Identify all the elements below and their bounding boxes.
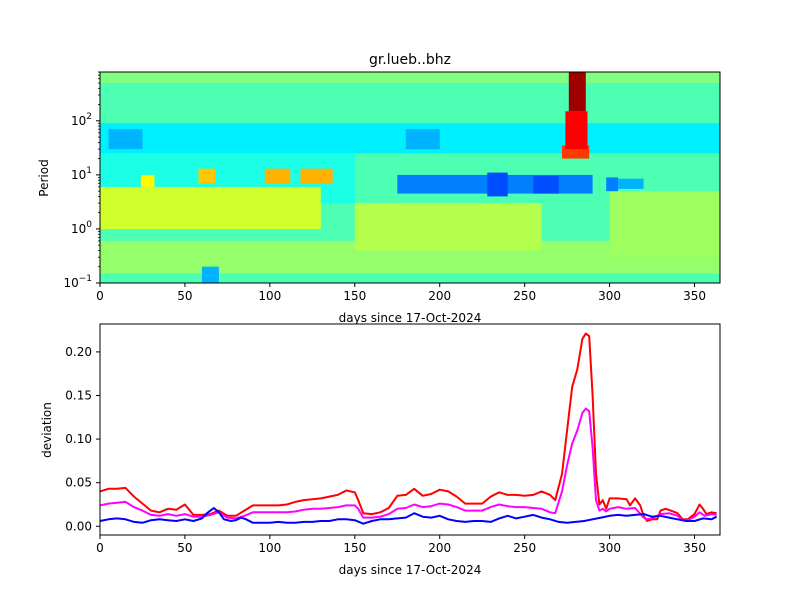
x-tick-label: 200 [428,541,451,555]
heatmap-cell [100,72,720,83]
y-tick-label: 0.20 [65,345,92,359]
heatmap-cell [198,168,216,184]
y-tick-label: 0.00 [65,519,92,533]
x-tick-label: 50 [177,289,192,303]
line-series [99,332,718,525]
heatmap-cell [487,172,508,197]
x-tick-label: 250 [513,541,536,555]
chart-title: gr.lueb..bhz [369,52,451,68]
y-tick-label: 0.10 [65,432,92,446]
heatmap-cell [300,168,333,184]
heatmap-cell [533,176,559,194]
y-tick-label: 102 [71,112,92,128]
line-y-axis-label: deviation [40,402,54,458]
y-tick-label: 100 [71,220,92,236]
heatmap-y-axis-label: Period [37,159,51,196]
y-tick-label: 10−1 [63,274,92,290]
heatmap-x-ticks: 0 50 100 150 200 250 300 350 [96,283,706,303]
spectrogram-panel: gr.lueb..bhz 0 50 100 150 200 250 300 350 10−11… [37,52,721,325]
x-tick-label: 300 [598,289,621,303]
series-line [99,332,717,522]
x-tick-label: 200 [428,289,451,303]
x-tick-label: 0 [96,541,104,555]
x-tick-label: 100 [258,541,281,555]
y-tick-label: 0.15 [65,388,92,402]
heatmap-cell [140,174,155,187]
x-tick-label: 100 [258,289,281,303]
heatmap-cell [100,186,321,229]
y-tick-label: 0.05 [65,476,92,490]
heatmap-cells [100,72,720,283]
heatmap-y-ticks: 10−1 100 101 102 [63,71,100,290]
line-x-ticks: 0 50 100 150 200 250 300 350 [96,535,706,555]
x-tick-label: 250 [513,289,536,303]
x-tick-label: 350 [683,541,706,555]
heatmap-cell [108,129,143,150]
heatmap-cell [354,203,542,251]
x-tick-label: 150 [343,541,366,555]
line-y-ticks: 0.00 0.05 0.10 0.15 0.20 [65,345,100,533]
line-frame [99,323,721,536]
x-tick-label: 50 [177,541,192,555]
heatmap-x-axis-label: days since 17-Oct-2024 [339,311,482,325]
x-tick-label: 300 [598,541,621,555]
x-tick-label: 150 [343,289,366,303]
heatmap-cell [264,168,291,184]
heatmap-cell [405,129,440,150]
heatmap-cell [609,191,720,258]
line-x-axis-label: days since 17-Oct-2024 [339,563,482,577]
series-line [99,507,718,525]
y-tick-label: 101 [71,166,92,182]
heatmap-cell [568,72,586,112]
heatmap-frame [99,71,721,284]
heatmap-cell [618,178,644,189]
heatmap-cell [606,177,619,192]
x-tick-label: 0 [96,289,104,303]
heatmap-cell [201,266,219,283]
x-tick-label: 350 [683,289,706,303]
deviation-panel: 0 50 100 150 200 250 300 350 0.000.050.100.150.… [40,323,721,577]
heatmap-cell [565,111,588,150]
